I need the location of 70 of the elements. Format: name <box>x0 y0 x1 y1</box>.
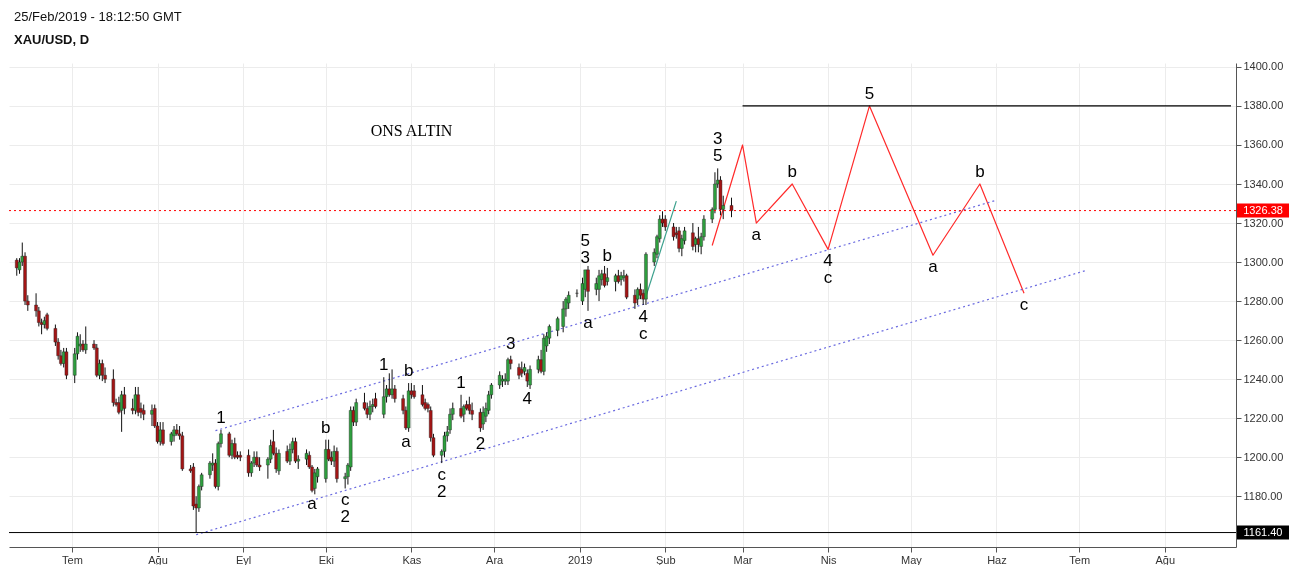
x-tick-label: Kas <box>402 553 422 566</box>
annotation: b <box>975 162 985 181</box>
annotation: 5 <box>864 83 875 103</box>
annotation: a <box>583 312 594 332</box>
annotation: 5 <box>712 146 723 166</box>
annotation: 1 <box>379 355 389 375</box>
annotation: c <box>340 490 350 510</box>
y-tick-label: 1300.00 <box>1243 255 1284 268</box>
annotation: 1 <box>216 407 226 427</box>
annotation: 4 <box>823 251 833 271</box>
x-tick-label: Nis <box>820 553 838 566</box>
annotation: a <box>928 257 939 277</box>
y-tick-label: 1240.00 <box>1243 372 1284 385</box>
x-tick-label: Ara <box>486 553 505 566</box>
ref-line-label: 1161.40 <box>1243 525 1283 538</box>
annotation: c <box>638 324 648 343</box>
y-tick-label: 1200.00 <box>1243 450 1284 463</box>
x-tick-label: Mar <box>733 553 753 566</box>
chart-title: XAU/USD, D <box>14 32 90 47</box>
annotation: 3 <box>580 247 590 267</box>
annotation: b <box>321 417 331 437</box>
y-tick-label: 1400.00 <box>1243 60 1284 73</box>
annotation: 3 <box>712 129 723 149</box>
chart-subtitle: 25/Feb/2019 - 18:12:50 GMT <box>14 9 182 24</box>
annotation: b <box>787 162 797 181</box>
x-tick-label: Şub <box>655 553 676 566</box>
x-tick-label: Ağu <box>1155 553 1176 566</box>
candlestick <box>459 394 463 419</box>
annotation: a <box>307 494 318 514</box>
annotation: 4 <box>638 307 648 326</box>
line-series <box>711 105 1025 294</box>
annotation: b <box>602 245 613 265</box>
annotation: ONS ALTIN <box>370 121 453 139</box>
annotation: c <box>437 465 447 485</box>
candlestick <box>729 197 734 218</box>
candlestick <box>122 386 127 415</box>
annotation: 3 <box>506 333 516 353</box>
annotation: b <box>403 361 414 381</box>
candlestick <box>136 386 140 417</box>
candlestick <box>64 347 69 380</box>
x-tick-label: Tem <box>62 553 83 566</box>
x-tick-label: Eki <box>318 553 334 566</box>
annotation: 5 <box>580 230 590 250</box>
y-tick-label: 1380.00 <box>1243 99 1284 112</box>
y-tick-label: 1360.00 <box>1243 138 1284 151</box>
x-tick-label: 2019 <box>567 553 593 566</box>
y-tick-label: 1260.00 <box>1243 333 1284 346</box>
x-tick-label: May <box>900 553 923 566</box>
x-tick-label: Haz <box>987 553 1007 566</box>
annotation: 2 <box>340 507 350 527</box>
candlestick <box>481 405 485 431</box>
annotation: 4 <box>522 388 533 408</box>
y-tick-label: 1280.00 <box>1243 294 1284 307</box>
annotation: c <box>1019 295 1029 315</box>
candlestick <box>575 288 579 298</box>
y-tick-label: 1320.00 <box>1243 216 1284 229</box>
x-tick-label: Eyl <box>235 553 252 566</box>
x-tick-label: Ağu <box>148 553 168 566</box>
x-tick-label: Tem <box>1069 553 1091 566</box>
y-tick-label: 1180.00 <box>1243 489 1283 502</box>
annotation: a <box>751 225 762 245</box>
y-tick-label: 1340.00 <box>1243 177 1284 190</box>
ref-line-label: 1326.38 <box>1243 203 1283 216</box>
annotation: 2 <box>437 482 447 502</box>
annotation: 1 <box>456 372 466 392</box>
annotation: a <box>401 431 412 451</box>
candlestick <box>227 431 231 458</box>
y-tick-label: 1220.00 <box>1243 411 1284 424</box>
annotation: 2 <box>475 433 486 453</box>
annotation: c <box>823 268 833 288</box>
